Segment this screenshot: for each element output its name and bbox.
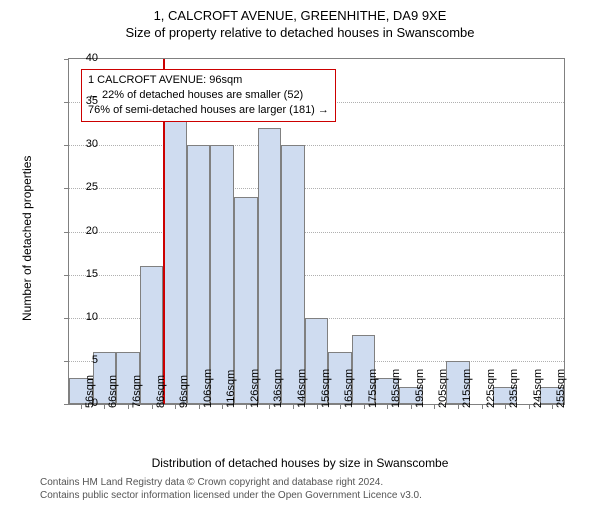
x-tick-label: 106sqm — [202, 369, 214, 408]
x-tick-mark — [387, 404, 388, 409]
x-tick-label: 86sqm — [155, 375, 167, 408]
x-tick-label: 136sqm — [272, 369, 284, 408]
histogram-bar — [210, 145, 234, 404]
x-tick-label: 185sqm — [390, 369, 402, 408]
y-tick-label: 10 — [68, 311, 98, 323]
y-tick-label: 5 — [68, 354, 98, 366]
x-axis-label: Distribution of detached houses by size … — [0, 456, 600, 470]
chart-title-description: Size of property relative to detached ho… — [0, 25, 600, 40]
x-tick-label: 255sqm — [555, 369, 567, 408]
chart-title-address: 1, CALCROFT AVENUE, GREENHITHE, DA9 9XE — [0, 8, 600, 23]
histogram-bar — [258, 128, 282, 404]
gridline — [69, 232, 564, 233]
gridline — [69, 145, 564, 146]
y-tick-label: 35 — [68, 95, 98, 107]
footer-line-1: Contains HM Land Registry data © Crown c… — [40, 476, 422, 489]
x-tick-label: 165sqm — [343, 369, 355, 408]
x-tick-label: 245sqm — [532, 369, 544, 408]
x-tick-mark — [246, 404, 247, 409]
x-tick-mark — [364, 404, 365, 409]
x-tick-label: 156sqm — [320, 369, 332, 408]
histogram-bar — [281, 145, 305, 404]
x-tick-mark — [269, 404, 270, 409]
x-tick-mark — [104, 404, 105, 409]
x-tick-mark — [505, 404, 506, 409]
x-tick-mark — [152, 404, 153, 409]
x-tick-mark — [552, 404, 553, 409]
y-axis-label: Number of detached properties — [20, 155, 34, 320]
x-tick-label: 195sqm — [414, 369, 426, 408]
x-tick-mark — [293, 404, 294, 409]
x-tick-label: 76sqm — [131, 375, 143, 408]
x-tick-mark — [411, 404, 412, 409]
x-tick-mark — [482, 404, 483, 409]
x-tick-label: 146sqm — [296, 369, 308, 408]
x-tick-label: 126sqm — [249, 369, 261, 408]
gridline — [69, 188, 564, 189]
x-tick-mark — [128, 404, 129, 409]
y-tick-label: 30 — [68, 138, 98, 150]
x-tick-label: 66sqm — [107, 375, 119, 408]
x-tick-label: 96sqm — [178, 375, 190, 408]
x-tick-label: 235sqm — [508, 369, 520, 408]
annotation-line-2: ← 22% of detached houses are smaller (52… — [88, 88, 329, 103]
x-tick-mark — [529, 404, 530, 409]
y-tick-label: 40 — [68, 52, 98, 64]
x-tick-mark — [317, 404, 318, 409]
x-tick-label: 175sqm — [367, 369, 379, 408]
y-tick-label: 25 — [68, 181, 98, 193]
x-tick-label: 215sqm — [461, 369, 473, 408]
y-tick-label: 20 — [68, 225, 98, 237]
x-tick-label: 225sqm — [485, 369, 497, 408]
footer-line-2: Contains public sector information licen… — [40, 489, 422, 502]
annotation-line-1: 1 CALCROFT AVENUE: 96sqm — [88, 73, 329, 88]
x-tick-mark — [199, 404, 200, 409]
x-tick-mark — [175, 404, 176, 409]
x-tick-mark — [340, 404, 341, 409]
annotation-box: 1 CALCROFT AVENUE: 96sqm← 22% of detache… — [81, 69, 336, 122]
footer-attribution: Contains HM Land Registry data © Crown c… — [40, 476, 422, 502]
x-tick-mark — [458, 404, 459, 409]
x-tick-label: 56sqm — [84, 375, 96, 408]
x-tick-mark — [222, 404, 223, 409]
annotation-line-3: 76% of semi-detached houses are larger (… — [88, 103, 329, 118]
histogram-bar — [163, 102, 187, 404]
x-tick-label: 205sqm — [437, 369, 449, 408]
chart-container: 1, CALCROFT AVENUE, GREENHITHE, DA9 9XE … — [0, 8, 600, 508]
plot-area: 1 CALCROFT AVENUE: 96sqm← 22% of detache… — [68, 58, 565, 405]
y-tick-label: 15 — [68, 268, 98, 280]
x-tick-label: 116sqm — [225, 370, 237, 408]
x-tick-mark — [434, 404, 435, 409]
histogram-bar — [187, 145, 211, 404]
